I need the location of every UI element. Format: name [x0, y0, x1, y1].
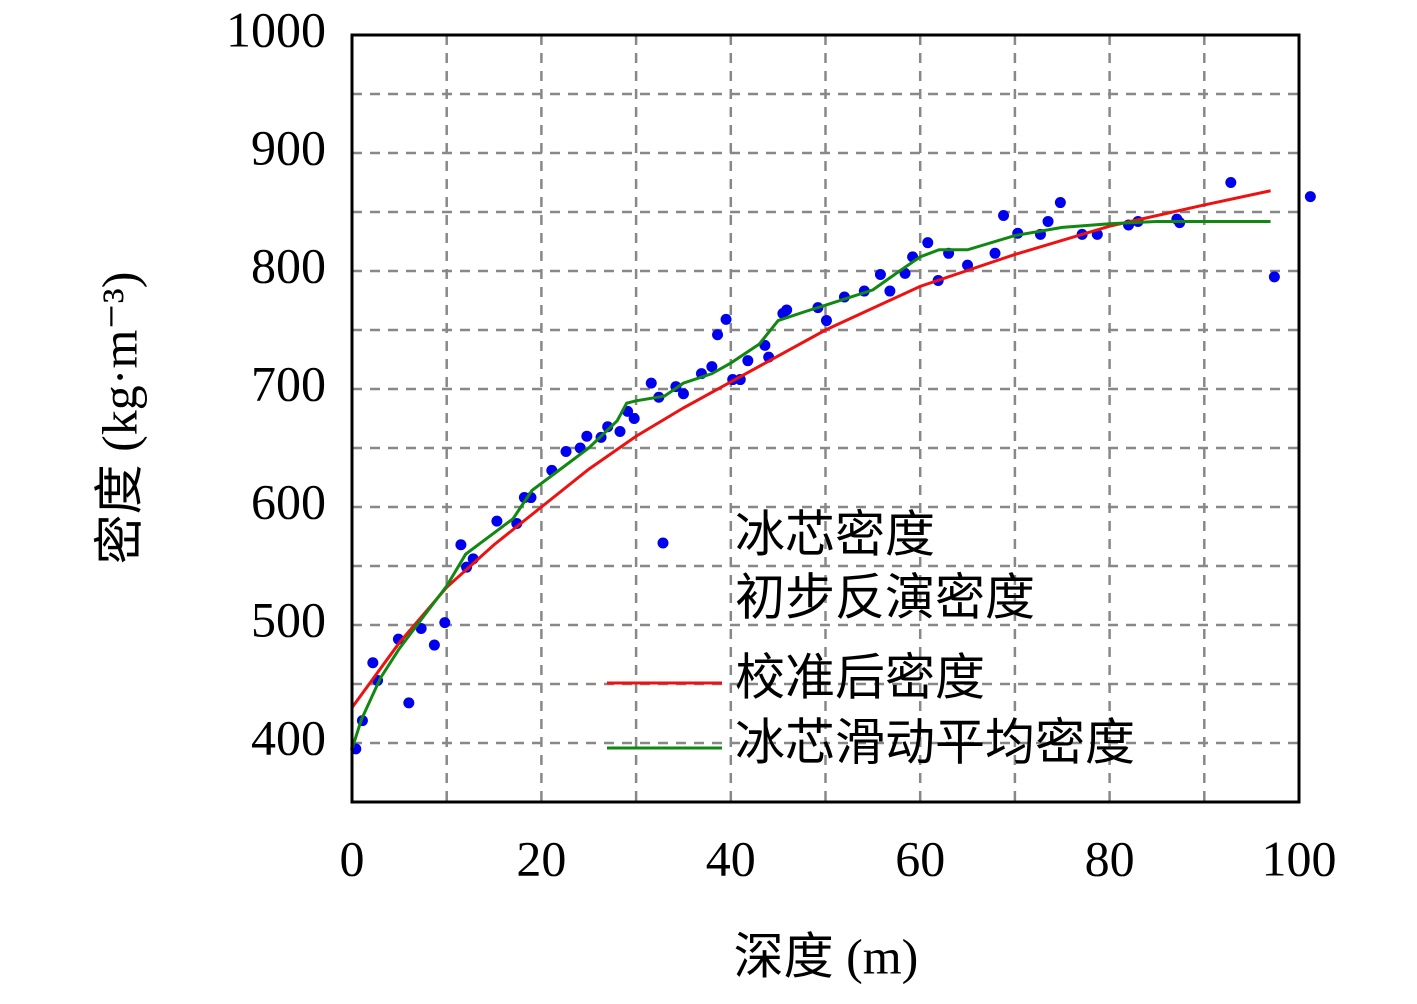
point [367, 657, 379, 669]
y-tick-label: 900 [251, 119, 326, 175]
y-tick-label: 600 [251, 473, 326, 529]
point [439, 617, 451, 629]
point [989, 247, 1001, 259]
point [781, 304, 793, 316]
y-axis-label: 密度 (kg·m⁻³) [91, 272, 147, 565]
y-tick-label: 700 [251, 355, 326, 411]
legend-label: 校准后密度 [735, 649, 985, 705]
legend-label: 冰芯密度 [735, 506, 935, 562]
point [1042, 215, 1054, 227]
x-tick-label: 20 [516, 830, 566, 886]
legend-marker [657, 537, 669, 549]
point [1225, 177, 1237, 188]
point [403, 697, 415, 709]
point [560, 446, 572, 458]
point [874, 269, 886, 281]
point [1054, 197, 1066, 209]
point [998, 210, 1010, 222]
point [820, 315, 832, 327]
x-tick-label: 40 [706, 830, 756, 886]
point [712, 329, 724, 341]
plot-frame [350, 33, 1301, 804]
point [645, 377, 657, 389]
point [1268, 271, 1280, 283]
point [614, 425, 626, 437]
point [428, 639, 440, 651]
point [922, 237, 934, 249]
y-tick-label: 800 [251, 237, 326, 293]
legend-label: 冰芯滑动平均密度 [735, 714, 1135, 770]
point [884, 285, 896, 297]
point [602, 421, 614, 433]
point [628, 413, 640, 424]
y-tick-label: 500 [251, 591, 326, 647]
point [742, 355, 754, 367]
x-axis-label: 深度 (m) [734, 928, 919, 984]
point [455, 539, 467, 551]
x-tick-label: 60 [895, 830, 945, 886]
point [581, 430, 593, 442]
point [720, 313, 732, 325]
point [677, 388, 689, 400]
line [350, 219, 1271, 750]
x-tick-label: 0 [340, 830, 365, 886]
point [1304, 191, 1316, 203]
y-tick-label: 1000 [226, 1, 326, 57]
x-tick-label: 80 [1085, 830, 1135, 886]
x-tick-label: 100 [1262, 830, 1337, 886]
y-tick-label: 400 [251, 709, 326, 765]
point [491, 515, 503, 527]
point [962, 259, 974, 271]
line [350, 189, 1271, 709]
point [706, 361, 718, 373]
legend-label: 初步反演密度 [735, 569, 1035, 625]
